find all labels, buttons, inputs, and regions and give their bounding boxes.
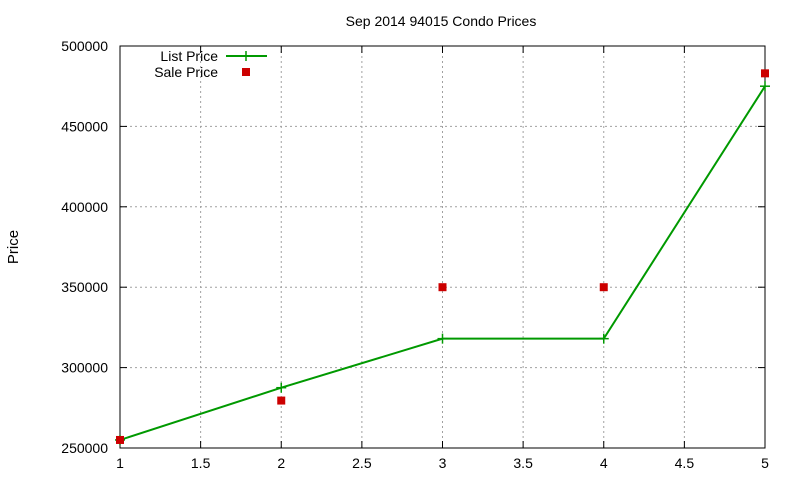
sale-price-point — [438, 283, 447, 292]
y-tick-label: 500000 — [61, 38, 108, 54]
y-axis-title: Price — [5, 230, 22, 264]
list-price-series — [115, 81, 770, 445]
legend-label: List Price — [160, 48, 218, 64]
y-tick-label: 250000 — [61, 440, 108, 456]
list-price-point — [276, 382, 287, 393]
y-tick-label: 350000 — [61, 279, 108, 295]
x-tick-label: 5 — [761, 455, 769, 471]
x-tick-label: 1 — [116, 455, 124, 471]
legend-marker — [241, 51, 251, 61]
chart-title: Sep 2014 94015 Condo Prices — [346, 13, 537, 29]
y-tick-label: 300000 — [61, 360, 108, 376]
sale-price-point — [277, 396, 286, 405]
x-tick-label: 2 — [277, 455, 285, 471]
grid-lines — [120, 46, 765, 448]
x-tick-label: 3 — [439, 455, 447, 471]
list-price-point — [760, 81, 770, 92]
y-tick-label: 450000 — [61, 118, 108, 134]
list-price-point — [598, 333, 609, 344]
legend-marker — [242, 68, 250, 76]
x-tick-label: 3.5 — [513, 455, 533, 471]
series-layer — [115, 69, 770, 445]
x-tick-label: 4.5 — [675, 455, 695, 471]
sale-price-point — [761, 69, 769, 78]
list-price-point — [437, 333, 448, 344]
sale-price-series — [116, 69, 769, 444]
x-tick-label: 1.5 — [191, 455, 211, 471]
axis-ticks: 1 1.5 2 2.5 3 3.5 4 4.5 5 250000 300000 350000 40000… — [61, 38, 769, 471]
legend-item-list-price: List Price — [160, 48, 267, 64]
sale-price-point — [599, 283, 608, 292]
y-tick-label: 400000 — [61, 199, 108, 215]
legend-label: Sale Price — [154, 64, 218, 80]
legend-item-sale-price: Sale Price — [154, 64, 250, 80]
x-tick-label: 4 — [600, 455, 608, 471]
sale-price-point — [116, 435, 124, 444]
x-tick-label: 2.5 — [352, 455, 372, 471]
